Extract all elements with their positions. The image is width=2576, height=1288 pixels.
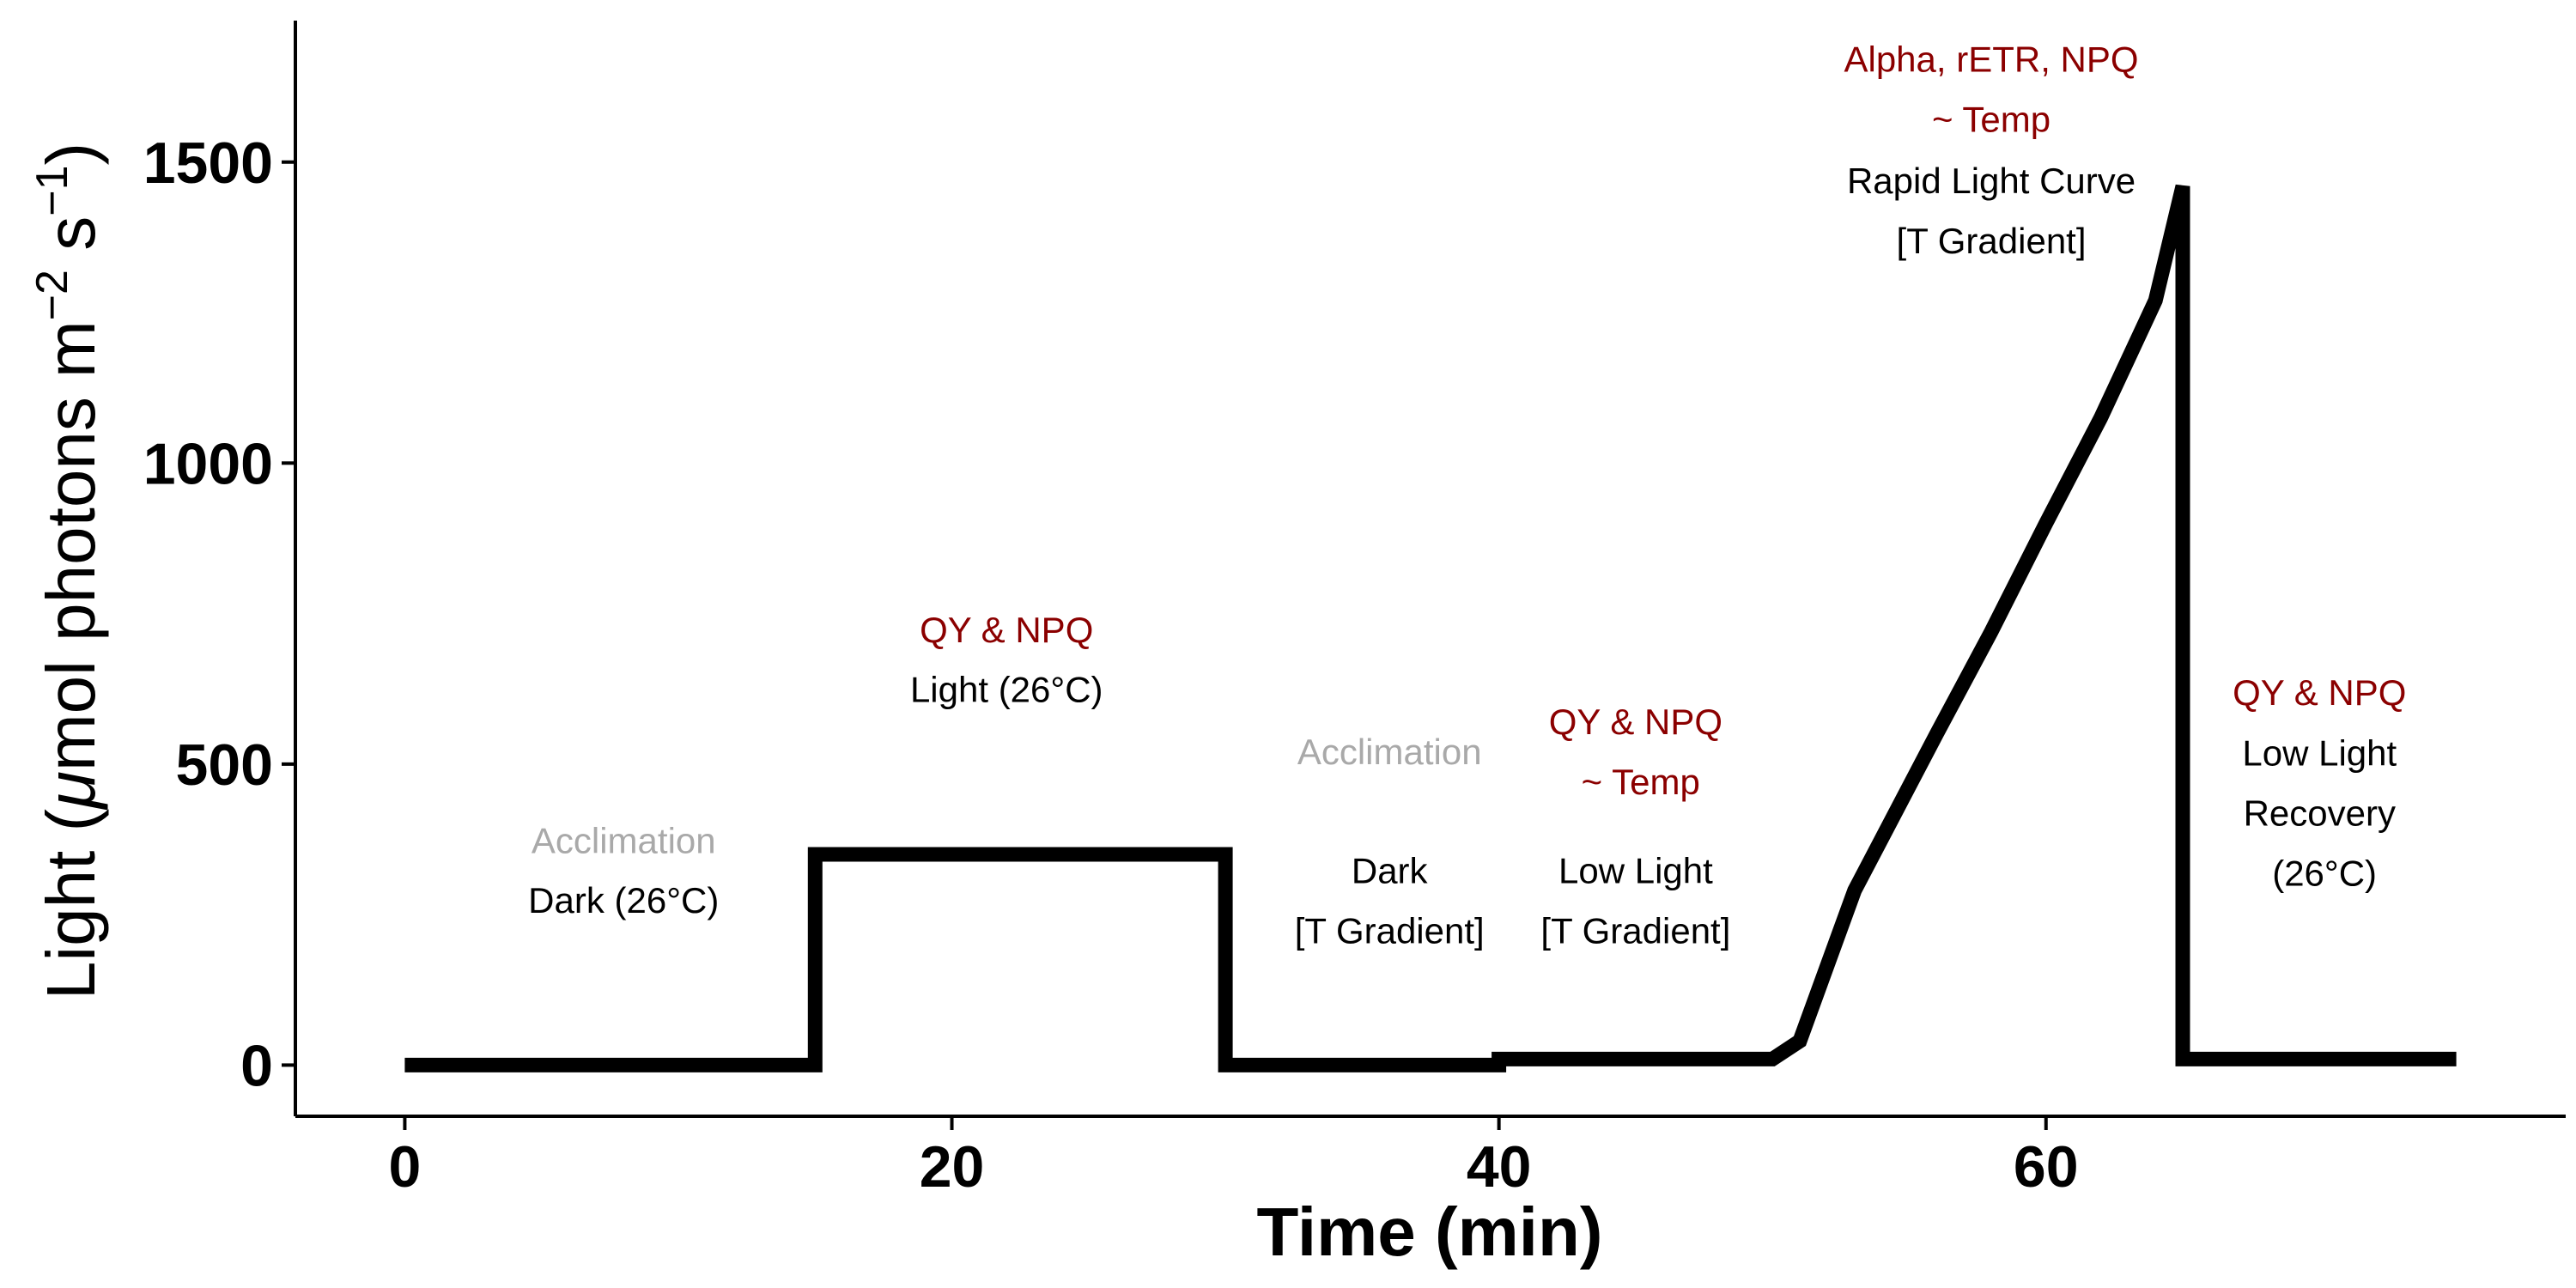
annotation-line: Recovery <box>2244 793 2396 833</box>
annotation-line: [T Gradient] <box>1540 911 1730 951</box>
annotation-line: ~ Temp <box>1932 100 2050 140</box>
annotation-line: QY & NPQ <box>920 610 1093 650</box>
series-line-0 <box>404 184 2457 1072</box>
y-tick-label: 500 <box>176 732 273 798</box>
annotation-line: QY & NPQ <box>2233 672 2406 713</box>
axes: 0 20 40 60 0 500 1000 1500 <box>143 21 2566 1200</box>
annotation-label: QY & NPQ <box>920 610 1093 650</box>
y-axis-title-main: mol photons m <box>33 320 109 771</box>
annotation-label: QY & NPQ ~ Temp <box>1549 702 1722 802</box>
y-axis-title-exp1: −2 <box>27 270 77 320</box>
series-layer <box>404 184 2457 1072</box>
annotation-line: ~ Temp <box>1571 762 1700 802</box>
annotation-label: Low Light Recovery (26°C) <box>2242 732 2397 893</box>
annotation-line: Acclimation <box>532 821 716 861</box>
annotation-label: Light (26°C) <box>910 670 1103 710</box>
y-tick-label: 1000 <box>143 431 273 496</box>
y-axis-title-mid: s <box>33 216 109 270</box>
x-tick-label: 40 <box>1467 1134 1532 1200</box>
annotation-label: Acclimation <box>1297 732 1482 772</box>
x-tick-label: 0 <box>389 1134 422 1200</box>
annotations: Acclimation Dark (26°C) QY & NPQ Light (26°… <box>528 39 2406 951</box>
annotation-line: Low Light <box>2242 732 2397 773</box>
annotation-line: Dark <box>1352 851 1429 891</box>
x-tick-label: 60 <box>2014 1134 2079 1200</box>
annotation-label: QY & NPQ <box>2233 672 2406 713</box>
annotation-line: QY & NPQ <box>1549 702 1722 742</box>
y-axis-title-prefix: Light ( <box>33 808 109 999</box>
annotation-line: [T Gradient] <box>1295 911 1485 951</box>
annotation-label: Dark (26°C) <box>528 880 719 920</box>
annotation-line: Light (26°C) <box>910 670 1103 710</box>
annotation-label: Alpha, rETR, NPQ ~ Temp <box>1844 39 2138 140</box>
annotation-line: Acclimation <box>1297 732 1482 772</box>
x-tick-label: 20 <box>920 1134 985 1200</box>
y-tick-label: 0 <box>240 1033 273 1098</box>
y-tick-label: 1500 <box>143 131 273 196</box>
annotation-line: Alpha, rETR, NPQ <box>1844 39 2138 80</box>
annotation-label: Acclimation <box>532 821 716 861</box>
y-axis-title: Light (μmol photons m−2 s−1) <box>27 143 109 999</box>
annotation-label: Dark [T Gradient] <box>1295 851 1485 951</box>
annotation-line: (26°C) <box>2263 853 2378 893</box>
annotation-line: Rapid Light Curve <box>1847 161 2136 201</box>
annotation-line: Low Light <box>1558 851 1713 891</box>
annotation-label: Rapid Light Curve [T Gradient] <box>1847 161 2136 261</box>
y-axis-title-exp2: −1 <box>27 165 77 216</box>
annotation-line: Dark (26°C) <box>528 880 719 920</box>
y-axis-title-suffix: ) <box>33 143 109 166</box>
annotation-label: Low Light [T Gradient] <box>1540 851 1730 951</box>
y-axis-title-mu: μ <box>33 771 109 811</box>
x-axis-title: Time (min) <box>1256 1194 1602 1270</box>
annotation-line: [T Gradient] <box>1897 221 2087 261</box>
